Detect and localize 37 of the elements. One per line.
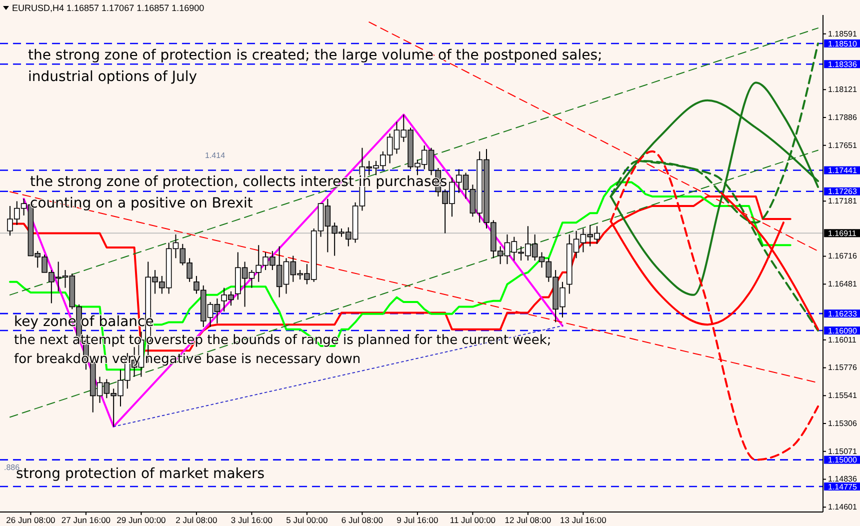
y-tick-label: 1.18591 bbox=[828, 29, 858, 38]
ref-line-label: 1.18336 bbox=[828, 60, 858, 69]
x-tick-label: 12 Jul 08:00 bbox=[504, 515, 552, 525]
y-tick-label: 1.17181 bbox=[828, 196, 858, 206]
chart-title: EURUSD,H4 1.16857 1.17067 1.16857 1.16900 bbox=[12, 3, 204, 13]
x-tick-label: 3 Jul 16:00 bbox=[230, 515, 273, 525]
y-tick-label: 1.17886 bbox=[828, 112, 858, 122]
y-tick-label: 1.17651 bbox=[828, 140, 858, 150]
annotation: the strong zone of protection is created; the large volume of the postponed sales; industrial options of July bbox=[28, 48, 602, 85]
x-tick-label: 6 Jul 08:00 bbox=[341, 515, 384, 525]
y-tick-label: 1.16481 bbox=[828, 280, 858, 289]
annotation: 1.414 bbox=[205, 151, 226, 160]
y-tick-label: 1.15071 bbox=[828, 446, 858, 456]
ref-line-label: 1.16090 bbox=[828, 326, 858, 336]
y-tick-label: 1.18121 bbox=[828, 85, 858, 94]
y-tick-label: 1.16011 bbox=[828, 335, 857, 344]
x-tick-label: 9 Jul 16:00 bbox=[396, 515, 439, 525]
x-tick-label: 13 Jul 16:00 bbox=[560, 515, 607, 525]
y-tick-label: 1.16716 bbox=[828, 252, 858, 261]
ref-line-label: 1.16233 bbox=[828, 309, 858, 318]
ref-line-label: 1.14775 bbox=[828, 482, 858, 492]
y-tick-label: 1.14601 bbox=[828, 502, 858, 512]
y-tick-label: 1.15541 bbox=[828, 391, 858, 400]
x-tick-label: 27 Jun 16:00 bbox=[61, 515, 111, 525]
ref-line-label: 1.18510 bbox=[828, 39, 858, 48]
x-tick-label: 29 Jun 00:00 bbox=[116, 515, 166, 525]
x-tick-label: 5 Jul 00:00 bbox=[286, 515, 328, 525]
y-tick-label: 1.15776 bbox=[828, 363, 858, 372]
ref-line-label: 1.17441 bbox=[828, 166, 858, 176]
ref-line-label: 1.17263 bbox=[828, 187, 858, 196]
ref-line-label: 1.15000 bbox=[828, 456, 858, 465]
x-tick-label: 26 Jun 08:00 bbox=[6, 515, 56, 525]
x-tick-label: 2 Jul 08:00 bbox=[176, 515, 218, 525]
y-tick-label: 1.15306 bbox=[828, 418, 858, 428]
y-tick-label: 1.14836 bbox=[828, 474, 858, 484]
ref-line-label: 1.16911 bbox=[828, 228, 857, 238]
x-tick-label: 11 Jul 00:00 bbox=[450, 515, 496, 525]
